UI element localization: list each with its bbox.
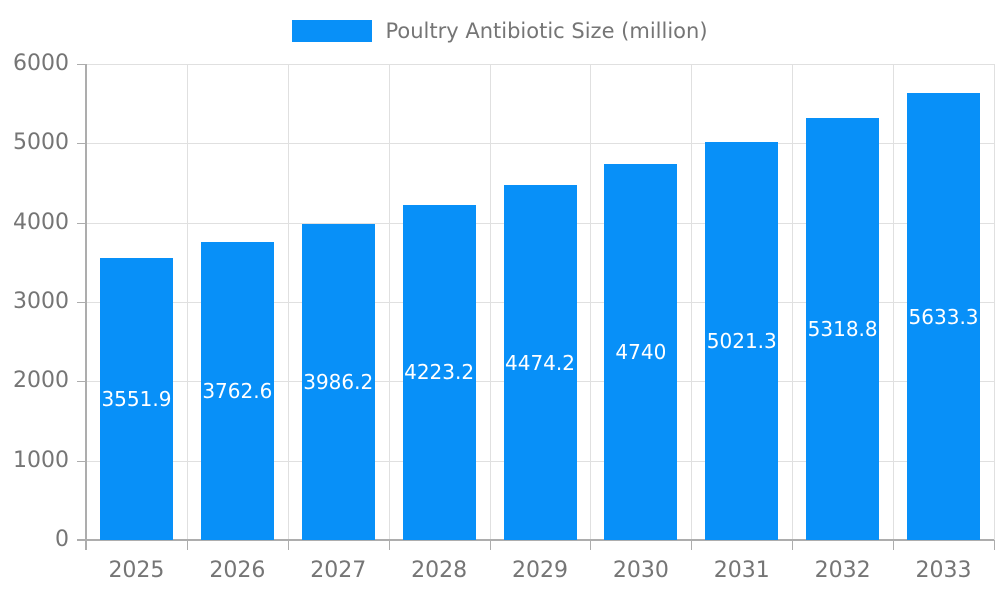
y-axis-tick [77, 381, 86, 383]
bar[interactable]: 3762.6 [200, 241, 274, 540]
x-axis-label: 2025 [108, 558, 165, 583]
y-axis-tick [77, 64, 86, 65]
bar[interactable]: 4474.2 [503, 185, 577, 540]
bar[interactable]: 5021.3 [705, 141, 779, 540]
x-axis-tick [994, 540, 995, 550]
x-axis-tick [691, 540, 693, 550]
bar[interactable]: 5318.8 [806, 118, 880, 540]
gridline-horizontal [86, 143, 994, 145]
gridline-horizontal [86, 64, 994, 65]
bar-value-label: 3986.2 [303, 369, 374, 394]
x-axis-tick [893, 540, 895, 550]
x-axis-tick [590, 540, 592, 550]
x-axis-label: 2026 [209, 558, 266, 583]
bar-value-label: 3762.6 [202, 378, 273, 403]
gridline-vertical [287, 64, 289, 540]
legend-swatch [292, 20, 373, 42]
bar-value-label: 5021.3 [706, 328, 777, 353]
y-axis-tick [77, 302, 86, 303]
bar[interactable]: 4223.2 [402, 204, 476, 540]
x-axis-label: 2031 [713, 558, 770, 583]
x-axis-tick [792, 540, 794, 550]
bar[interactable]: 4740 [604, 163, 678, 540]
gridline-vertical [489, 64, 491, 540]
gridline-vertical [388, 64, 390, 540]
x-axis-line [77, 539, 994, 541]
bar-value-label: 4740 [615, 339, 667, 364]
legend[interactable]: Poultry Antibiotic Size (million) [0, 17, 1000, 45]
gridline-vertical [893, 64, 895, 540]
bar-value-label: 4223.2 [404, 360, 475, 385]
y-axis-label: 1000 [13, 447, 69, 473]
x-axis-label: 2030 [612, 558, 669, 583]
x-axis-tick [287, 540, 289, 550]
x-axis-tick [388, 540, 390, 550]
x-axis-tick [489, 540, 491, 550]
bar-value-label: 4474.2 [505, 350, 575, 375]
y-axis-tick [77, 460, 86, 462]
gridline-vertical [691, 64, 693, 540]
gridline-vertical [994, 64, 995, 540]
y-axis-label: 0 [55, 527, 69, 552]
y-axis-tick [77, 222, 86, 224]
bar-value-label: 5318.8 [807, 317, 878, 341]
bar[interactable]: 5633.3 [907, 93, 981, 540]
x-axis-label: 2027 [310, 558, 367, 583]
bar-value-label: 3551.9 [101, 387, 172, 412]
gridline-vertical [590, 64, 592, 540]
x-axis-label: 2033 [915, 558, 972, 583]
gridline-vertical [186, 64, 188, 540]
y-axis-line [85, 64, 87, 550]
y-axis-tick [77, 143, 86, 145]
x-axis-label: 2029 [512, 558, 568, 583]
x-axis-label: 2028 [411, 558, 468, 583]
legend-label: Poultry Antibiotic Size (million) [385, 19, 708, 43]
x-axis-tick [186, 540, 188, 550]
bar[interactable]: 3551.9 [99, 258, 173, 540]
x-axis-label: 2032 [814, 558, 871, 583]
y-axis-label: 6000 [13, 51, 69, 76]
y-axis-label: 5000 [13, 130, 69, 156]
y-axis-label: 3000 [13, 289, 69, 314]
bar-value-label: 5633.3 [908, 304, 979, 329]
y-axis-label: 4000 [13, 209, 69, 235]
gridline-vertical [792, 64, 794, 540]
bar[interactable]: 3986.2 [301, 223, 375, 540]
y-axis-label: 2000 [13, 368, 69, 394]
